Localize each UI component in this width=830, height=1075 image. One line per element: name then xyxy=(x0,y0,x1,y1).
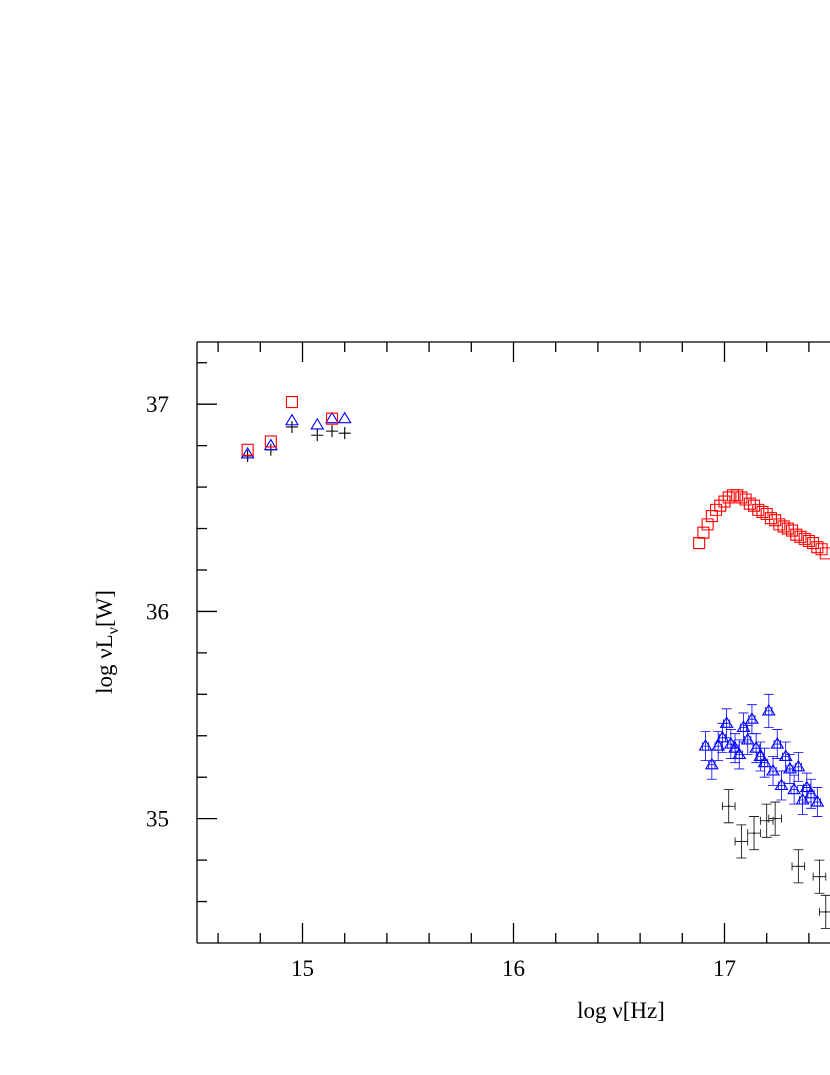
data-point xyxy=(704,757,719,770)
data-point xyxy=(773,518,786,531)
data-point xyxy=(782,761,797,774)
data-point xyxy=(739,493,752,506)
data-point xyxy=(284,413,299,426)
data-point xyxy=(731,489,744,502)
data-point xyxy=(743,497,756,510)
data-point xyxy=(769,514,782,527)
data-point xyxy=(790,528,803,541)
data-point xyxy=(240,446,255,459)
y-label-main: log νL xyxy=(92,634,117,694)
data-point xyxy=(719,716,734,728)
data-point xyxy=(744,712,759,724)
plot-area xyxy=(240,396,830,929)
data-point xyxy=(241,443,254,456)
data-point xyxy=(337,411,352,424)
data-point xyxy=(723,736,738,749)
data-point xyxy=(804,786,818,799)
data-point xyxy=(735,491,748,504)
data-point xyxy=(325,411,340,424)
data-point xyxy=(757,755,772,768)
data-point xyxy=(811,541,824,554)
data-point xyxy=(310,417,325,430)
data-point xyxy=(799,780,814,793)
y-label-unit: [W] xyxy=(92,590,117,627)
data-point xyxy=(791,759,806,772)
data-point xyxy=(698,739,713,751)
data-point xyxy=(285,420,298,433)
data-point xyxy=(701,518,714,531)
data-point xyxy=(798,532,811,545)
data-point xyxy=(802,534,815,548)
data-point xyxy=(810,795,825,807)
data-point xyxy=(795,792,810,805)
data-point xyxy=(697,526,710,539)
data-point xyxy=(819,547,830,560)
data-point xyxy=(781,522,794,535)
data-point xyxy=(778,749,793,762)
data-point xyxy=(736,720,751,733)
data-point xyxy=(774,778,789,791)
y-label-sub: ν xyxy=(105,627,122,634)
y-axis-label: log νLν[W] xyxy=(92,590,122,694)
error-bar-x xyxy=(819,907,830,916)
data-point xyxy=(728,741,743,753)
data-point xyxy=(752,503,765,516)
data-point xyxy=(711,739,726,751)
data-point xyxy=(794,530,807,543)
data-point xyxy=(264,435,277,448)
data-point xyxy=(753,749,768,762)
data-point xyxy=(777,520,790,533)
data-point xyxy=(766,763,781,776)
x-tick-label: 15 xyxy=(291,956,314,981)
data-point xyxy=(747,499,761,512)
data-point xyxy=(285,396,298,409)
data-point xyxy=(710,503,723,516)
data-point xyxy=(732,747,747,759)
data-point xyxy=(807,536,820,550)
data-point xyxy=(311,429,324,442)
data-point xyxy=(722,491,735,504)
y-tick-label: 35 xyxy=(146,807,169,832)
x-tick-label: 17 xyxy=(713,956,736,981)
data-point xyxy=(760,507,773,521)
data-point xyxy=(787,782,802,795)
data-point xyxy=(815,543,828,556)
y-tick-label: 37 xyxy=(146,392,169,417)
data-point xyxy=(325,412,339,425)
y-tick-label: 36 xyxy=(146,599,169,624)
data-point xyxy=(761,703,776,716)
data-point xyxy=(715,730,730,743)
data-point xyxy=(338,427,351,440)
data-point xyxy=(740,732,755,745)
data-point xyxy=(263,438,278,451)
data-point xyxy=(764,512,777,525)
x-axis-label: log ν[Hz] xyxy=(577,998,665,1023)
data-point xyxy=(718,495,731,508)
data-point xyxy=(693,536,706,550)
data-point xyxy=(749,741,764,753)
data-point xyxy=(785,524,799,537)
data-point xyxy=(326,425,339,438)
data-point xyxy=(705,510,718,523)
data-point xyxy=(770,736,785,749)
data-point xyxy=(241,449,254,462)
data-point xyxy=(756,505,769,518)
x-tick-label: 16 xyxy=(502,956,525,981)
data-point xyxy=(714,499,727,512)
